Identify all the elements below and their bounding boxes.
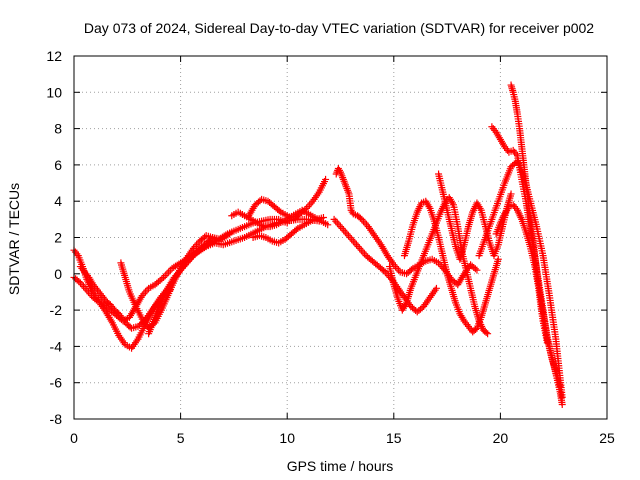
y-tick-label: -8 <box>50 411 63 427</box>
y-tick-label: -4 <box>50 338 63 354</box>
data-point <box>357 246 365 254</box>
grid <box>74 56 607 419</box>
x-tick-label: 15 <box>386 430 402 446</box>
data-point <box>324 221 332 229</box>
data-point <box>344 232 352 240</box>
data-point <box>340 226 348 234</box>
data-point <box>348 235 356 243</box>
data-point <box>226 230 234 238</box>
data-point <box>207 235 215 243</box>
data-point <box>352 241 360 249</box>
data-point <box>292 226 300 234</box>
data-point <box>330 215 338 223</box>
x-tick-label: 0 <box>70 430 78 446</box>
data-point <box>319 214 327 222</box>
data-point <box>471 265 479 273</box>
x-tick-label: 5 <box>177 430 185 446</box>
data-point <box>335 221 343 229</box>
data-point <box>332 217 340 225</box>
y-tick-label: 12 <box>46 48 62 64</box>
series-arc-7 <box>245 175 330 223</box>
data-point <box>306 201 314 209</box>
data-point <box>354 243 362 251</box>
y-tick-label: 2 <box>54 230 62 246</box>
data-point <box>494 255 502 263</box>
y-tick-label: 6 <box>54 157 62 173</box>
series-arc-12 <box>400 197 502 336</box>
y-tick-label: 4 <box>54 193 62 209</box>
data-point <box>141 288 149 296</box>
chart-title: Day 073 of 2024, Sidereal Day-to-day VTE… <box>84 20 594 36</box>
data-point <box>380 267 388 275</box>
x-axis-label: GPS time / hours <box>287 458 394 474</box>
y-tick-label: 8 <box>54 121 62 137</box>
data-point <box>256 197 264 205</box>
data-point <box>349 237 357 245</box>
y-axis-label: SDTVAR / TECUs <box>6 183 22 295</box>
data-point <box>484 330 492 338</box>
data-point <box>301 206 309 214</box>
data-point <box>346 234 354 241</box>
x-tick-label: 25 <box>599 430 615 446</box>
series-arc-5 <box>145 230 234 338</box>
data-point <box>165 268 173 276</box>
series-arc-13 <box>435 170 515 263</box>
x-tick-label: 20 <box>493 430 509 446</box>
data-point <box>558 393 566 401</box>
data-point <box>432 284 440 292</box>
data-point <box>351 239 359 247</box>
y-tick-label: -6 <box>50 375 63 391</box>
y-tick-label: 10 <box>46 84 62 100</box>
series-arc-17 <box>475 157 566 401</box>
data-marks <box>70 81 566 408</box>
data-point <box>224 231 232 239</box>
data-point <box>78 281 86 289</box>
y-tick-label: -2 <box>50 302 63 318</box>
y-tick-label: 0 <box>54 266 62 282</box>
data-point <box>473 266 481 274</box>
data-point <box>338 224 346 232</box>
data-point <box>161 272 169 280</box>
data-point <box>393 264 401 272</box>
data-point <box>158 275 166 283</box>
data-point <box>275 207 283 215</box>
data-point <box>333 219 341 227</box>
data-point <box>356 244 364 252</box>
data-point <box>359 248 367 256</box>
data-point <box>507 190 515 198</box>
data-point <box>356 214 364 222</box>
data-point <box>341 228 349 236</box>
data-point <box>322 175 330 183</box>
data-point <box>361 219 369 227</box>
y-axis-ticks: -8 -6 -4 -2 0 2 4 6 8 10 12 <box>46 48 607 427</box>
data-point <box>163 270 171 278</box>
data-point <box>75 278 83 286</box>
data-point <box>360 250 368 258</box>
series-arc-1 <box>70 215 323 325</box>
series-arc-16 <box>492 201 564 390</box>
x-axis-ticks: 0 5 10 15 20 25 <box>70 56 615 446</box>
data-point <box>80 283 88 291</box>
data-point <box>337 223 344 231</box>
data-point <box>81 284 89 292</box>
data-point <box>201 233 209 241</box>
series-arc-11 <box>386 194 492 338</box>
data-point <box>343 230 351 238</box>
data-point <box>407 266 415 274</box>
data-point <box>482 328 490 336</box>
data-point <box>304 203 312 211</box>
x-tick-label: 10 <box>279 430 295 446</box>
data-point <box>558 400 566 408</box>
series-arc-8 <box>249 214 327 247</box>
